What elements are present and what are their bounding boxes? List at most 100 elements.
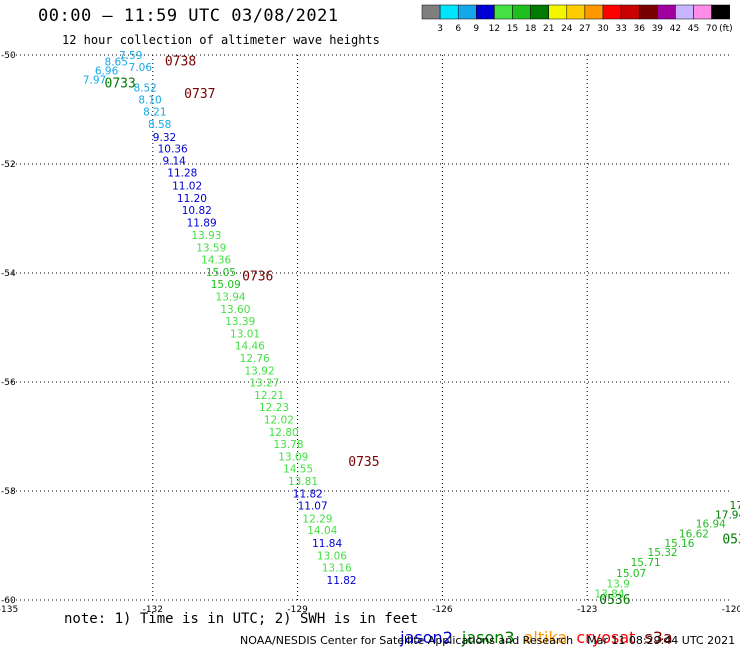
- y-tick-label: -52: [1, 160, 16, 170]
- footer-credit: NOAA/NESDIS Center for Satellite Applica…: [240, 634, 574, 647]
- y-tick-label: -50: [1, 51, 16, 61]
- wave-height-label: 10.36: [158, 144, 188, 156]
- x-tick-label: -129: [287, 605, 308, 612]
- wave-height-label: 15.32: [648, 547, 678, 559]
- wave-height-label: 14.55: [283, 464, 313, 476]
- units-note: note: 1) Time is in UTC; 2) SWH is in fe…: [64, 611, 419, 627]
- wave-height-label: 14.36: [201, 254, 231, 266]
- wave-height-label: 11.02: [172, 180, 202, 192]
- wave-height-label: 12.29: [302, 513, 332, 525]
- y-tick-label: -58: [1, 487, 16, 497]
- wave-height-label: 15.09: [211, 279, 241, 291]
- colorbar-unit: (ft): [719, 24, 733, 34]
- footer-timestamp: Mar 11 08:29:44 UTC 2021: [587, 634, 736, 647]
- wave-height-label: 15.05: [206, 267, 236, 279]
- wave-height-label: 14.04: [307, 525, 337, 537]
- time-label: 0738: [165, 54, 196, 69]
- wave-height-colorbar: 3 6 9 12 15 18 21 24 27 30 33 36 39 42 45 70 (ft): [421, 4, 733, 34]
- wave-height-label: 8.52: [133, 83, 156, 95]
- time-label: 0733: [105, 76, 136, 91]
- wave-height-label: 13.9: [607, 579, 630, 591]
- time-label: 053: [722, 532, 740, 547]
- wave-height-label: 12.23: [259, 402, 289, 414]
- wave-height-label: 11.84: [312, 538, 342, 550]
- wave-height-label: 7.06: [129, 62, 153, 74]
- wave-height-label: 8.58: [148, 119, 171, 131]
- wave-height-label: 13.01: [230, 328, 260, 340]
- wave-height-label: 13.60: [220, 304, 250, 316]
- x-tick-label: -123: [577, 605, 597, 612]
- y-tick-label: -54: [1, 269, 16, 279]
- wave-height-label: 11.07: [298, 501, 328, 513]
- wave-height-label: 9.14: [162, 156, 186, 168]
- time-label: 0735: [348, 455, 379, 470]
- wave-height-label: 12.02: [264, 415, 294, 427]
- wave-height-label: 15.07: [616, 568, 646, 580]
- wave-height-label: 13.81: [288, 476, 318, 488]
- wave-height-label: 15.71: [631, 557, 661, 569]
- colorbar-label: 39: [652, 24, 664, 34]
- wave-height-label: 14.46: [235, 340, 265, 352]
- wave-height-label: 8.65: [105, 57, 128, 69]
- wave-height-label: 10.82: [182, 205, 212, 217]
- wave-height-label: 12.80: [269, 427, 299, 439]
- wave-height-label: 12.76: [240, 353, 270, 365]
- colorbar-label: 3: [437, 24, 443, 34]
- x-tick-label: -135: [0, 605, 18, 612]
- wave-height-label: 7.97: [83, 75, 106, 87]
- wave-height-label: 8.10: [138, 95, 161, 107]
- wave-height-label: 13.59: [196, 242, 226, 254]
- satellite-legend-s3a: s3a: [644, 628, 673, 647]
- wave-height-label: 13.92: [245, 366, 275, 378]
- colorbar-label: 27: [579, 24, 590, 34]
- colorbar-label: 9: [473, 24, 479, 34]
- wave-height-label: 11.89: [187, 217, 217, 229]
- time-label: 0737: [184, 87, 215, 102]
- wave-height-label: 13.84: [594, 588, 624, 600]
- wave-height-label: 13.09: [278, 452, 308, 464]
- wave-height-label: 11.82: [293, 489, 323, 501]
- x-tick-label: -132: [143, 605, 163, 612]
- colorbar-label: 45: [688, 24, 699, 34]
- satellite-legend-jason2: jason2: [400, 628, 453, 647]
- colorbar-label: 15: [507, 24, 518, 34]
- colorbar-swatch: [711, 4, 730, 20]
- x-tick-label: -120: [722, 605, 740, 612]
- wave-height-label: 11.28: [167, 168, 197, 180]
- x-tick-label: -126: [432, 605, 453, 612]
- wave-height-label: 15.16: [664, 538, 694, 550]
- wave-height-label: 13.16: [322, 562, 352, 574]
- wave-height-label: 16.62: [679, 529, 709, 541]
- map-title: 00:00 – 11:59 UTC 03/08/2021: [38, 6, 339, 26]
- satellite-legend-jason3: jason3: [461, 628, 515, 647]
- colorbar-label: 42: [670, 24, 681, 34]
- colorbar-label: 33: [615, 24, 626, 34]
- satellite-legend: jason2 jason3 altika cryosat s3a: [390, 609, 682, 647]
- wave-height-label: 13.78: [273, 439, 303, 451]
- wave-height-label: 13.93: [191, 230, 221, 242]
- satellite-legend-cryosat: cryosat: [576, 628, 636, 647]
- colorbar-label: 36: [633, 24, 645, 34]
- wave-height-label: 17: [730, 500, 740, 512]
- time-label: 0536: [599, 593, 630, 608]
- colorbar-label: 6: [455, 24, 461, 34]
- colorbar-label: 21: [543, 24, 554, 34]
- satellite-legend-altika: altika: [523, 628, 568, 647]
- colorbar-label: 70: [706, 24, 718, 34]
- wave-height-label: 13.39: [225, 316, 255, 328]
- wave-height-label: 13.94: [216, 291, 246, 303]
- y-tick-label: -60: [1, 596, 16, 606]
- wave-height-label: 13.06: [317, 550, 347, 562]
- footer: NOAA/NESDIS Center for Satellite Applica…: [240, 634, 740, 647]
- wave-height-label: 7.59: [119, 50, 142, 62]
- wave-height-label: 11.20: [177, 193, 207, 205]
- map-subtitle: 12 hour collection of altimeter wave hei…: [62, 33, 380, 47]
- wave-height-label: 11.82: [327, 575, 357, 587]
- altimeter-map: -135 -132 -129 -126 -123 -120 -50 -52 -54 -56 -58 -…: [0, 50, 740, 612]
- colorbar-label: 30: [597, 24, 609, 34]
- wave-height-label: 17.94: [715, 509, 740, 521]
- y-tick-label: -56: [1, 378, 16, 388]
- colorbar-label: 12: [489, 24, 500, 34]
- wave-height-label: 8.21: [143, 107, 166, 119]
- wave-height-label: 9.32: [153, 132, 176, 144]
